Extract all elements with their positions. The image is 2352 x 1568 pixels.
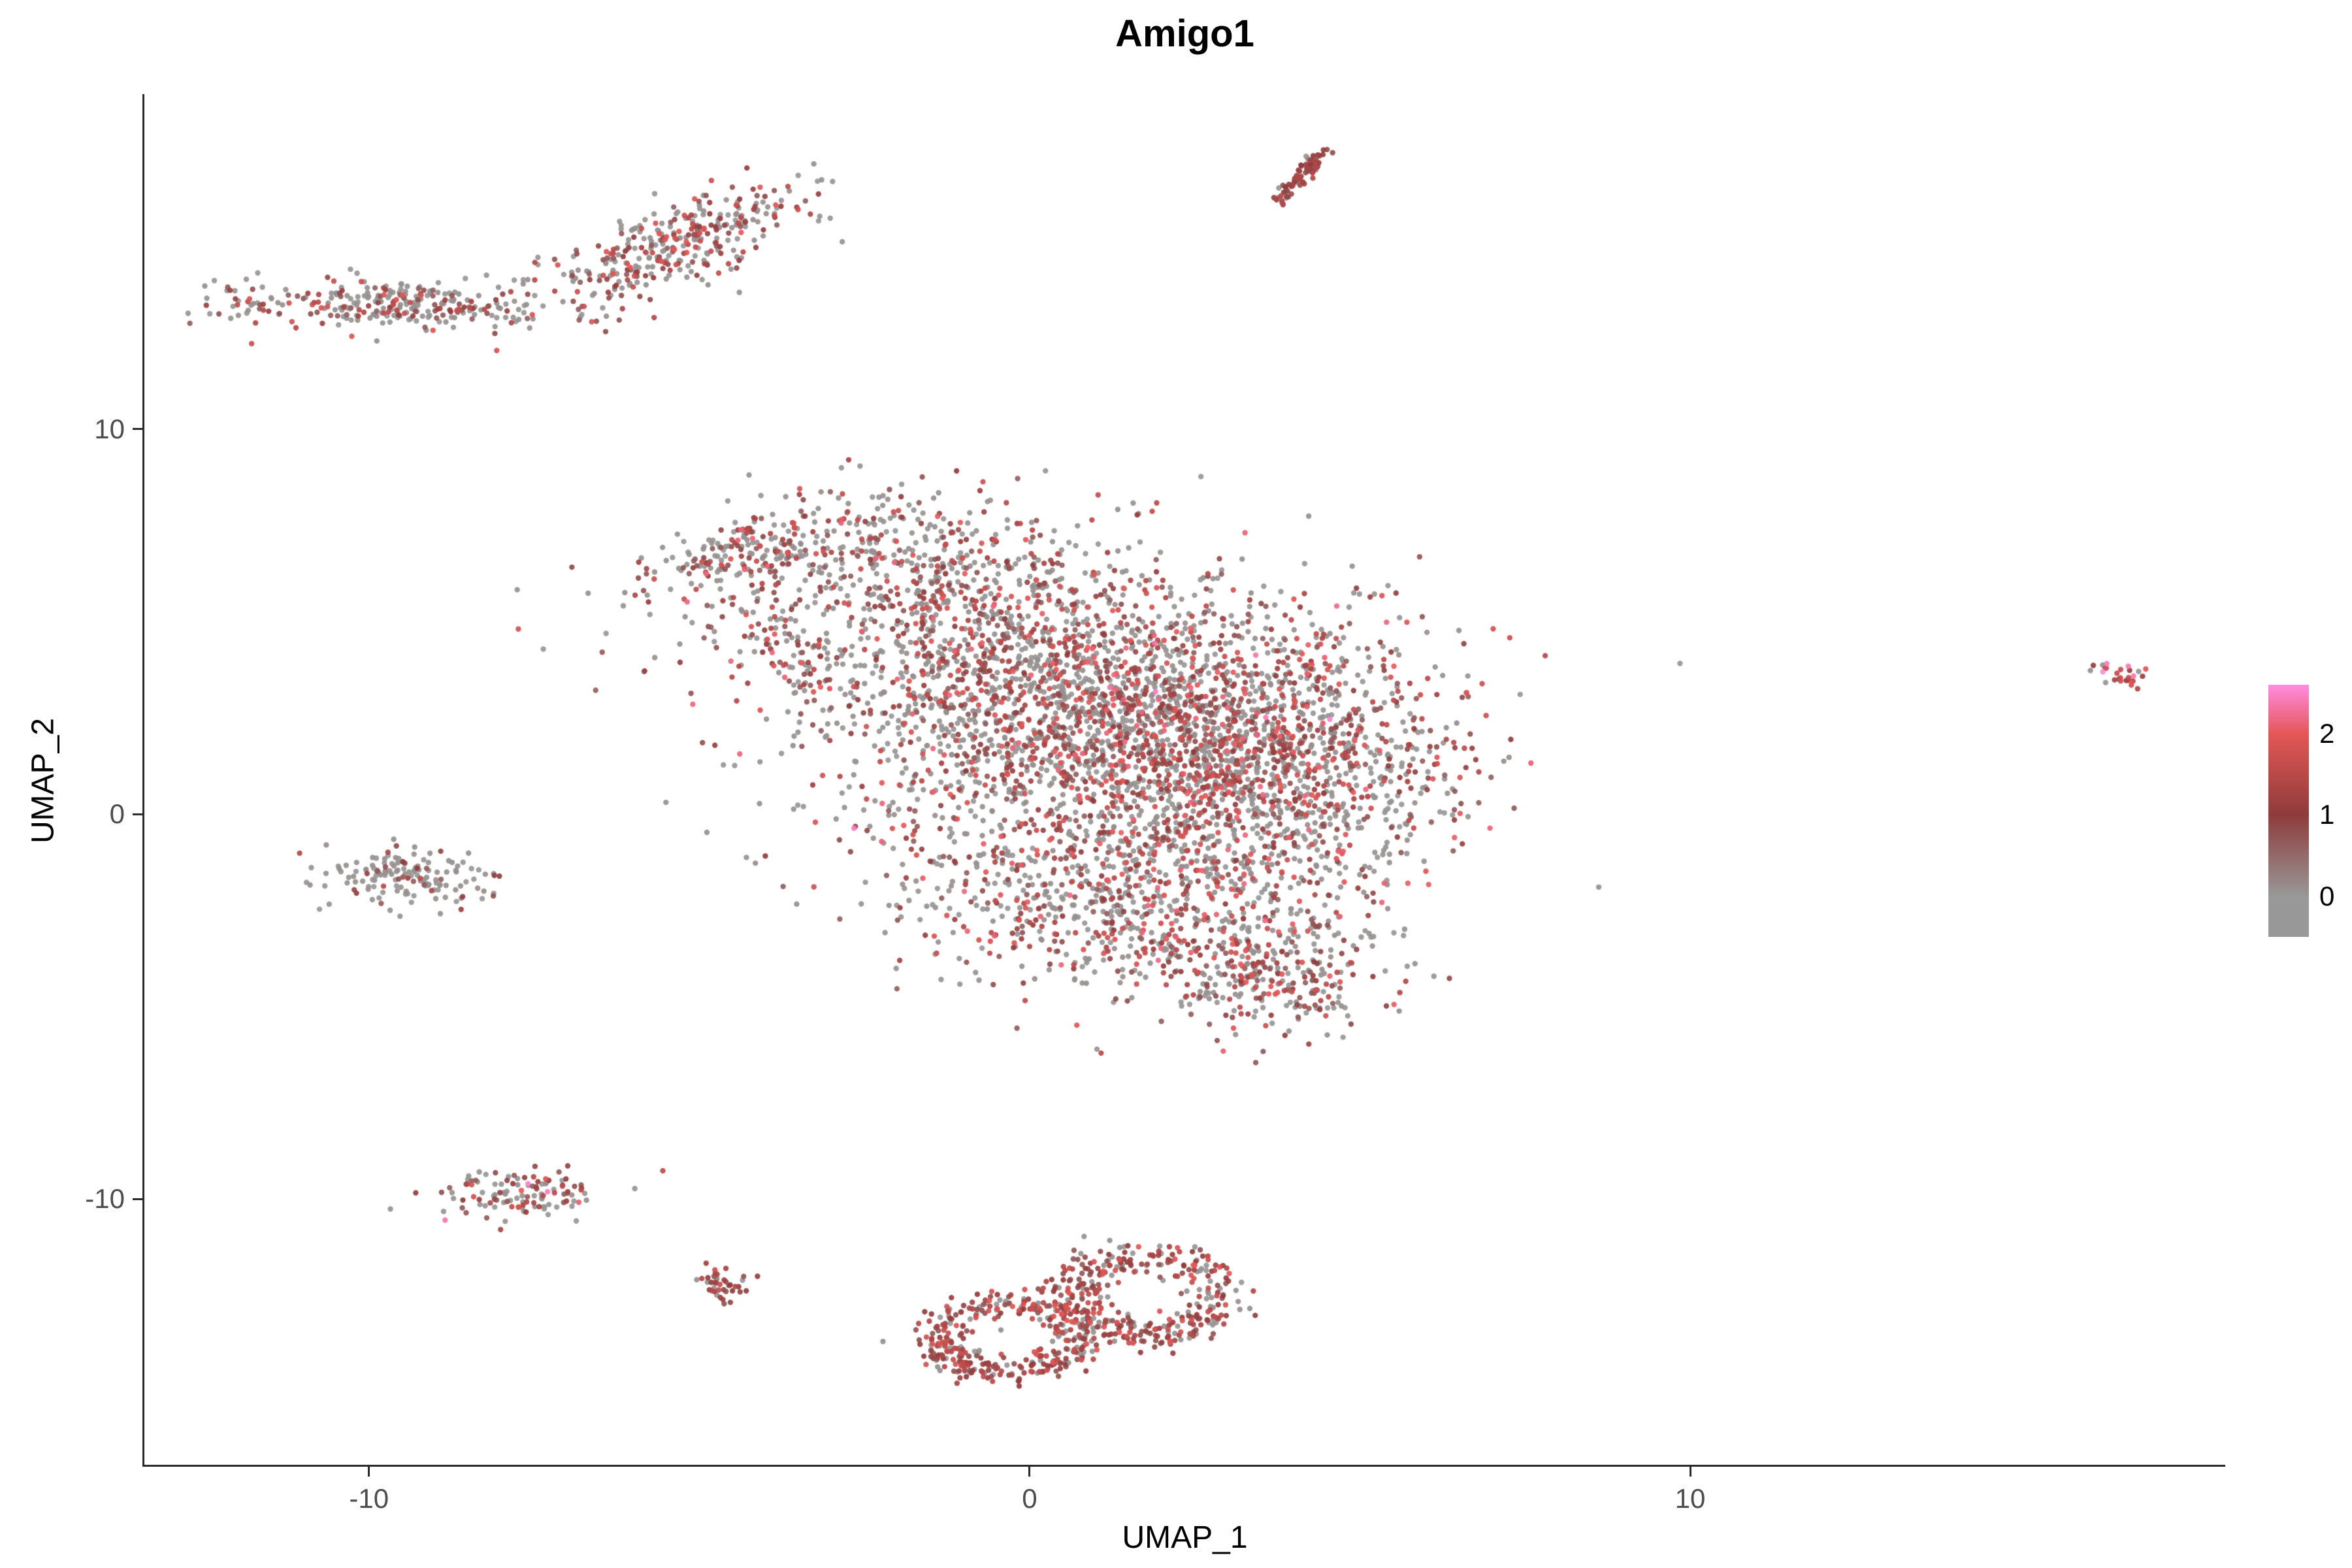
x-tick-label: 0 (1022, 1483, 1037, 1514)
x-axis-line (142, 1465, 2225, 1467)
plot-title: Amigo1 (1115, 12, 1254, 55)
y-tick-label: -10 (85, 1183, 125, 1215)
scatter-points-canvas (144, 94, 2225, 1465)
plot-panel (144, 94, 2225, 1465)
colorbar-gradient (2268, 685, 2309, 937)
y-axis-title: UMAP_2 (25, 717, 61, 844)
y-tick-mark (133, 428, 142, 431)
x-tick-mark (1028, 1467, 1031, 1477)
colorbar-tick-label: 0 (2319, 880, 2335, 911)
y-tick-label: 10 (94, 413, 125, 444)
x-tick-mark (368, 1467, 370, 1477)
x-axis-title: UMAP_1 (1122, 1520, 1248, 1555)
x-tick-mark (1689, 1467, 1691, 1477)
x-tick-label: 10 (1674, 1483, 1706, 1514)
y-tick-mark (133, 813, 142, 815)
x-tick-label: -10 (349, 1483, 389, 1514)
colorbar-tick-label: 2 (2319, 717, 2335, 749)
y-axis-line (142, 94, 144, 1467)
y-tick-label: 0 (109, 798, 125, 830)
colorbar-tick-label: 1 (2319, 799, 2335, 830)
y-tick-mark (133, 1198, 142, 1200)
